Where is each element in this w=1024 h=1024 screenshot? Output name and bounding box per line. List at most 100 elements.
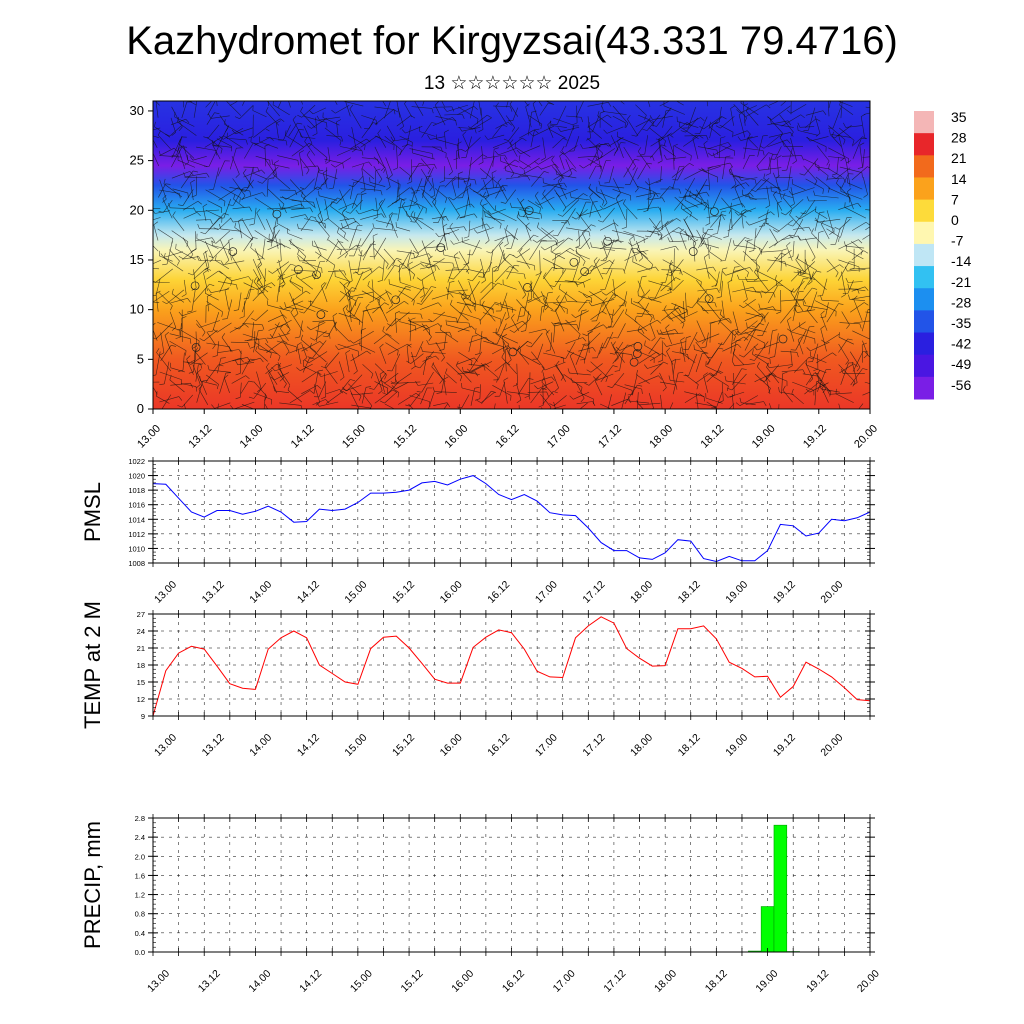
wind-barb (384, 372, 399, 384)
wind-barb-flag (555, 360, 560, 365)
wind-barb-flag (243, 186, 249, 189)
wind-barb (303, 125, 313, 144)
wind-barb-flag (186, 427, 190, 430)
wind-barb-flag (786, 242, 791, 246)
wind-barb-flag (787, 365, 793, 369)
wind-barb-flag (358, 248, 362, 254)
wind-barb-flag (385, 263, 389, 269)
wind-barb (786, 147, 793, 171)
wind-barb-flag (550, 310, 556, 312)
wind-barb-flag (675, 246, 679, 251)
wind-barb-flag (430, 195, 436, 199)
wind-barb (671, 312, 685, 324)
wind-barb-flag (616, 192, 621, 197)
wind-barb (791, 393, 804, 405)
wind-barb-flag (413, 250, 418, 254)
calm-wind-circle (294, 265, 303, 274)
wind-barb (315, 197, 324, 221)
wind-barb-flag (363, 309, 369, 312)
wind-barb (327, 270, 344, 272)
wind-barb-flag (413, 300, 415, 306)
wind-barb-flag (553, 263, 556, 269)
wind-barb (198, 388, 209, 405)
wind-barb (491, 345, 508, 355)
wind-barb (335, 276, 351, 282)
wind-barb-flag (221, 311, 223, 317)
wind-barb (544, 239, 565, 251)
wind-barb-flag (183, 88, 188, 90)
wind-barb-flag (569, 247, 575, 252)
colorbar-label: 7 (951, 191, 959, 207)
wind-barb-flag (346, 282, 350, 288)
y-tick-label: 0.0 (135, 948, 145, 957)
wind-barb (517, 349, 530, 365)
wind-barb-flag (625, 308, 628, 314)
wind-barb-flag (235, 397, 241, 400)
wind-barb-flag (861, 113, 866, 117)
wind-barb (243, 282, 259, 290)
calm-wind-circle (190, 281, 200, 291)
wind-barb (350, 297, 359, 313)
wind-barb-flag (378, 179, 383, 184)
wind-barb (565, 250, 580, 258)
wind-barb (556, 105, 567, 125)
y-tick-label: 2.4 (135, 833, 145, 842)
wind-barb (410, 253, 429, 260)
wind-barb (638, 276, 642, 292)
wind-barb (527, 391, 547, 393)
wind-barb (648, 337, 661, 355)
wind-barb-flag (341, 96, 342, 101)
wind-barb (292, 119, 303, 138)
wind-barb-flag (390, 381, 396, 385)
y-tick-label: 1014 (128, 515, 145, 524)
wind-barb (253, 281, 269, 301)
wind-barb-flag (238, 187, 243, 191)
wind-barb-flag (203, 136, 209, 139)
wind-barb (333, 168, 338, 189)
x-tick-label: 20.00 (855, 968, 882, 995)
wind-barb (516, 363, 518, 385)
wind-barb (432, 146, 447, 154)
wind-barb (826, 303, 839, 323)
wind-barb (637, 319, 658, 331)
wind-barb (325, 352, 340, 369)
wind-barb-flag (686, 335, 691, 339)
wind-barb-flag (660, 329, 663, 335)
wind-barb (182, 248, 197, 260)
wind-barb (312, 107, 327, 115)
wind-barb (182, 256, 199, 260)
wind-barb (730, 207, 747, 218)
wind-barb (701, 242, 719, 249)
wind-barb-flag (588, 231, 591, 237)
wind-barb-flag (212, 145, 218, 147)
wind-barb (266, 179, 269, 197)
wind-barb-flag (475, 328, 477, 334)
wind-barb-flag (552, 267, 558, 270)
wind-barb-flag (763, 173, 766, 179)
wind-barb-flag (460, 149, 466, 152)
wind-barb-flag (590, 224, 596, 227)
wind-barb-flag (495, 183, 498, 188)
wind-barb (768, 234, 790, 249)
wind-barb-flag (551, 155, 555, 161)
wind-barb-flag (547, 291, 553, 294)
wind-barb-flag (760, 292, 762, 298)
wind-barb (780, 101, 787, 106)
wind-barb (740, 102, 759, 116)
wind-barb (309, 347, 327, 363)
wind-barb (638, 402, 661, 406)
wind-barb-flag (741, 203, 746, 208)
wind-barb (838, 338, 848, 353)
wind-barb-flag (595, 142, 601, 147)
wind-barb-flag (214, 112, 220, 114)
wind-barb (217, 125, 230, 147)
wind-barb (339, 281, 351, 293)
wind-barb (684, 393, 700, 404)
wind-barb-flag (559, 151, 565, 155)
wind-barb (684, 188, 703, 201)
wind-barb (506, 391, 529, 395)
wind-barb (154, 210, 171, 214)
wind-barb (253, 381, 268, 397)
wind-barb (685, 292, 687, 313)
